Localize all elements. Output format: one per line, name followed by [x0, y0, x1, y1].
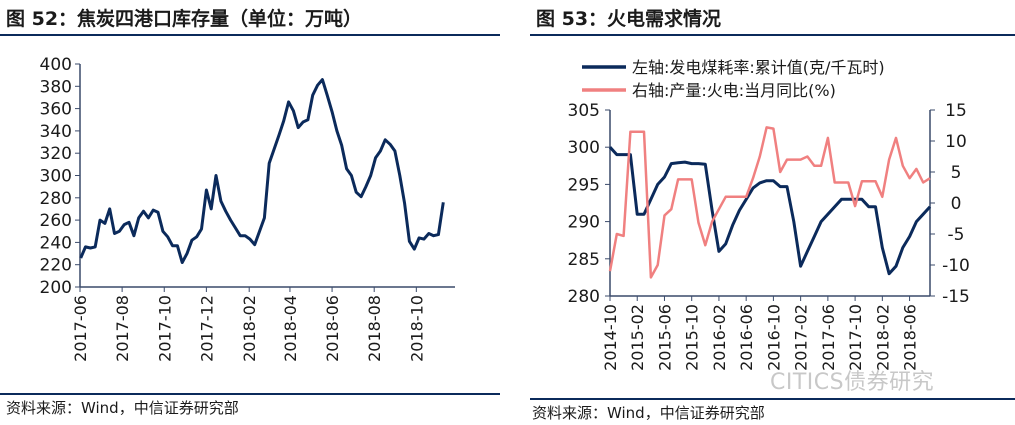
right-right-y-tick-label: 5 [951, 163, 962, 183]
right-title-rule [530, 34, 1015, 36]
left-x-tick-label: 2018-02 [240, 295, 259, 362]
right-right-y-tick-label: 10 [945, 132, 967, 152]
right-series-thermal-yoy-line [608, 126, 931, 279]
left-x-tick-label: 2017-06 [71, 295, 90, 362]
left-x-tick-label: 2018-08 [365, 295, 384, 362]
left-y-tick-label: 220 [40, 256, 72, 276]
left-y-tick-label: 260 [40, 211, 72, 231]
right-x-tick-label: 2018-06 [901, 304, 920, 371]
left-x-tick-label: 2017-10 [155, 295, 174, 362]
left-y-tick-label: 380 [40, 77, 72, 97]
right-x-tick-label: 2015-02 [628, 304, 647, 371]
left-y-tick-label: 300 [40, 167, 72, 187]
left-x-tick-label: 2017-12 [197, 295, 216, 362]
left-panel: 图 52：焦炭四港口库存量（单位：万吨） 200 220 240 260 280 300 3… [0, 0, 500, 425]
left-y-tick-label: 200 [40, 278, 72, 298]
legend-label: 右轴:产量:火电:当月同比(%) [632, 81, 836, 100]
right-x-tick-label: 2016-10 [764, 304, 783, 371]
right-right-y-tick-label: -5 [948, 225, 965, 245]
watermark: CITICS债券研究 [770, 370, 935, 395]
right-left-y-tick-label: 285 [568, 250, 600, 270]
right-x-tick-label: 2018-02 [873, 304, 892, 371]
right-x-tick-label: 2017-06 [819, 304, 838, 371]
right-right-y-tick-label: 15 [945, 101, 967, 121]
left-series-line [79, 78, 445, 264]
left-y-tick-label: 240 [40, 233, 72, 253]
left-y-tick-label: 320 [40, 144, 72, 164]
left-y-tick-label: 400 [40, 55, 72, 75]
right-x-tick-label: 2015-10 [683, 304, 702, 371]
legend-label: 左轴:发电煤耗率:累计值(克/千瓦时) [632, 58, 885, 77]
left-title-rule [0, 34, 500, 36]
left-x-tick-label: 2018-04 [281, 295, 300, 362]
left-source-rule [0, 393, 500, 395]
left-x-tick-label: 2018-06 [323, 295, 342, 362]
right-chart-title: 图 53：火电需求情况 [536, 8, 722, 30]
right-left-y-tick-label: 280 [568, 287, 600, 307]
right-left-y-tick-label: 290 [568, 213, 600, 233]
right-source-rule [530, 398, 1015, 400]
right-x-tick-label: 2016-06 [737, 304, 756, 371]
right-x-tick-label: 2017-02 [792, 304, 811, 371]
right-right-y-tick-label: 0 [951, 194, 962, 214]
right-panel: 图 53：火电需求情况 280 285 290 295 300 305 -15 -10 -5 0 5… [530, 0, 1015, 425]
right-x-tick-label: 2016-02 [710, 304, 729, 371]
right-left-y-tick-label: 300 [568, 138, 600, 158]
right-source: 资料来源：Wind，中信证券研究部 [532, 404, 765, 422]
right-x-tick-label: 2017-10 [846, 304, 865, 371]
right-chart: 280 285 290 295 300 305 -15 -10 -5 0 5 10 15 2014-10 2… [568, 58, 970, 371]
right-right-y-tick-label: -10 [942, 256, 970, 276]
left-x-tick-label: 2018-10 [407, 295, 426, 362]
left-y-tick-label: 360 [40, 100, 72, 120]
right-x-tick-label: 2014-10 [601, 304, 620, 371]
right-x-tick-label: 2015-06 [655, 304, 674, 371]
right-series-coal-rate-line [608, 146, 932, 276]
left-y-tick-label: 280 [40, 189, 72, 209]
left-chart-title: 图 52：焦炭四港口库存量（单位：万吨） [6, 8, 363, 30]
right-left-y-tick-label: 305 [568, 101, 600, 121]
left-source: 资料来源：Wind，中信证券研究部 [6, 399, 239, 417]
left-y-tick-label: 340 [40, 122, 72, 142]
right-left-y-tick-label: 295 [568, 175, 600, 195]
right-right-y-tick-label: -15 [942, 287, 970, 307]
left-x-tick-label: 2017-08 [113, 295, 132, 362]
